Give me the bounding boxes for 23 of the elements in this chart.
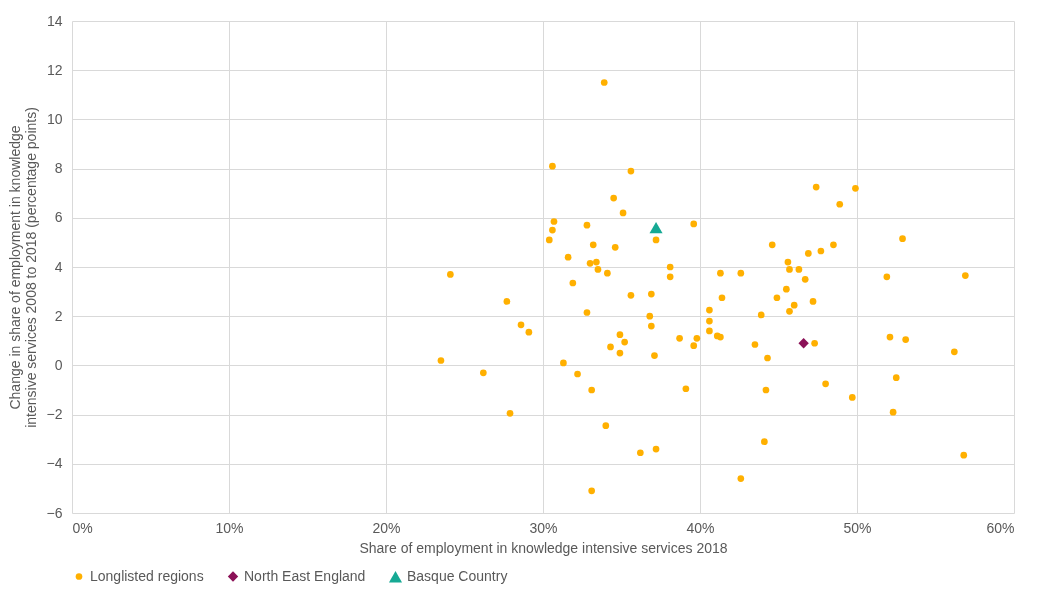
x-tick-label: 40% (686, 519, 715, 536)
legend-label: Longlisted regions (90, 567, 204, 584)
x-tick-label: 10% (215, 519, 244, 536)
y-tick-label: 0 (54, 356, 63, 373)
y-tick-label: 6 (54, 209, 63, 226)
y-tick-label: 10 (46, 110, 63, 127)
x-tick-label: 30% (529, 519, 558, 536)
y-tick-label: 2 (54, 307, 63, 324)
y-tick-label: −4 (46, 455, 63, 472)
x-tick-label: 60% (986, 519, 1015, 536)
legend-label: North East England (244, 567, 366, 584)
y-tick-label: −2 (46, 406, 63, 423)
x-tick-label: 50% (843, 519, 872, 536)
x-tick-label: 20% (372, 519, 401, 536)
y-tick-label: 8 (54, 160, 63, 177)
legend-label: Basque Country (407, 567, 508, 584)
x-tick-label: 0% (72, 519, 93, 536)
y-tick-label: 14 (46, 12, 63, 29)
y-tick-label: 12 (46, 61, 63, 78)
y-tick-label: −6 (46, 504, 63, 521)
x-axis-title: Share of employment in knowledge intensive services 2018 (359, 539, 728, 556)
y-axis-title: Change in share of employment in knowledge intensive services 2008 to 2018 (percentage points) (6, 107, 39, 428)
y-tick-label: 4 (54, 258, 63, 275)
